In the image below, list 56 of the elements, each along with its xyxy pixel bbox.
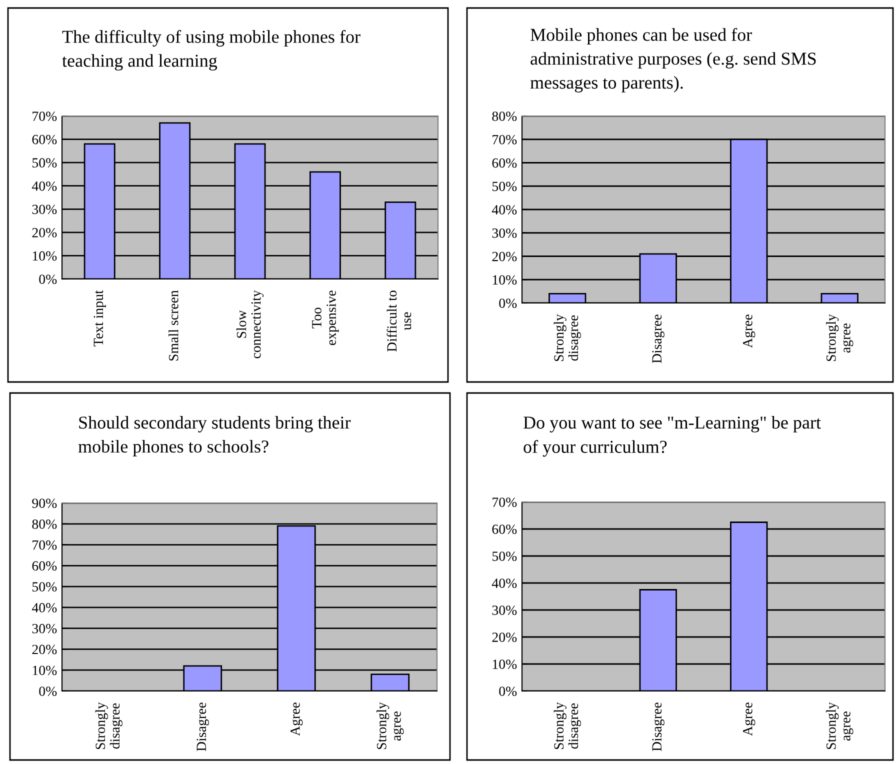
y-tick-label: 10%: [492, 660, 517, 669]
x-tick-label: Agree: [290, 702, 303, 736]
x-tick-label: Agree: [743, 314, 756, 348]
x-tick-label: Strongly agree: [826, 702, 854, 750]
x-tick-label: Strongly disagree: [554, 314, 581, 362]
x-tick-label: Agree: [743, 702, 756, 736]
x-tick-label: Difficult to use: [386, 290, 412, 352]
y-tick-label: 40%: [492, 205, 517, 214]
y-tick-label: 30%: [492, 606, 517, 615]
chart-title: The difficulty of using mobile phones for teaching and learning: [62, 30, 360, 71]
y-tick-label: 50%: [492, 552, 517, 561]
y-tick-label: 30%: [32, 204, 57, 214]
chart-title: Mobile phones can be used for administrative purposes (e.g. send SMS messages to parents).: [530, 28, 816, 92]
chart-title: Do you want to see "m-Learning" be part of your curriculum?: [524, 416, 821, 457]
y-tick-label: 70%: [32, 112, 57, 121]
x-tick-label: Slow connectivity: [236, 290, 264, 358]
y-tick-label: 40%: [492, 578, 517, 588]
y-tick-label: 10%: [32, 666, 57, 676]
chart-title: Should secondary students bring their mobile phones to schools?: [78, 416, 351, 456]
x-tick-label: Strongly agree: [826, 314, 854, 362]
x-tick-label: Text input: [94, 290, 106, 346]
y-tick-label: 80%: [32, 519, 57, 529]
x-tick-label: Disagree: [652, 702, 664, 752]
y-tick-label: 60%: [32, 134, 57, 144]
y-tick-label: 0%: [499, 298, 517, 308]
x-tick-label: Strongly agree: [376, 702, 404, 750]
y-tick-label: 50%: [32, 158, 57, 168]
y-tick-label: 10%: [492, 275, 517, 285]
y-tick-label: 20%: [32, 228, 57, 238]
y-tick-label: 30%: [492, 228, 517, 238]
x-tick-label: Disagree: [196, 702, 209, 752]
y-tick-label: 0%: [39, 274, 57, 284]
y-tick-label: 40%: [32, 181, 57, 191]
y-tick-label: 20%: [32, 644, 57, 654]
y-tick-label: 60%: [492, 158, 517, 168]
y-tick-label: 70%: [492, 134, 517, 144]
x-tick-label: Strongly disagree: [554, 702, 581, 750]
y-tick-label: 60%: [32, 561, 57, 571]
x-tick-label: Too expensive: [312, 290, 339, 346]
y-tick-label: 30%: [32, 624, 57, 634]
y-tick-label: 70%: [492, 498, 517, 507]
y-tick-label: 50%: [32, 582, 57, 592]
y-tick-label: 10%: [32, 251, 57, 261]
y-tick-label: 60%: [492, 524, 517, 534]
x-tick-label: Strongly disagree: [95, 702, 122, 750]
x-tick-label: Disagree: [652, 314, 664, 364]
y-tick-label: 20%: [492, 632, 517, 642]
y-tick-label: 0%: [39, 686, 57, 696]
y-tick-label: 90%: [32, 498, 57, 508]
y-tick-label: 80%: [492, 112, 517, 121]
y-tick-label: 40%: [32, 603, 57, 612]
y-tick-label: 50%: [492, 182, 517, 192]
y-tick-label: 70%: [32, 540, 57, 550]
y-tick-label: 0%: [499, 686, 517, 696]
y-tick-label: 20%: [492, 252, 517, 262]
x-tick-label: Small screen: [168, 290, 178, 361]
